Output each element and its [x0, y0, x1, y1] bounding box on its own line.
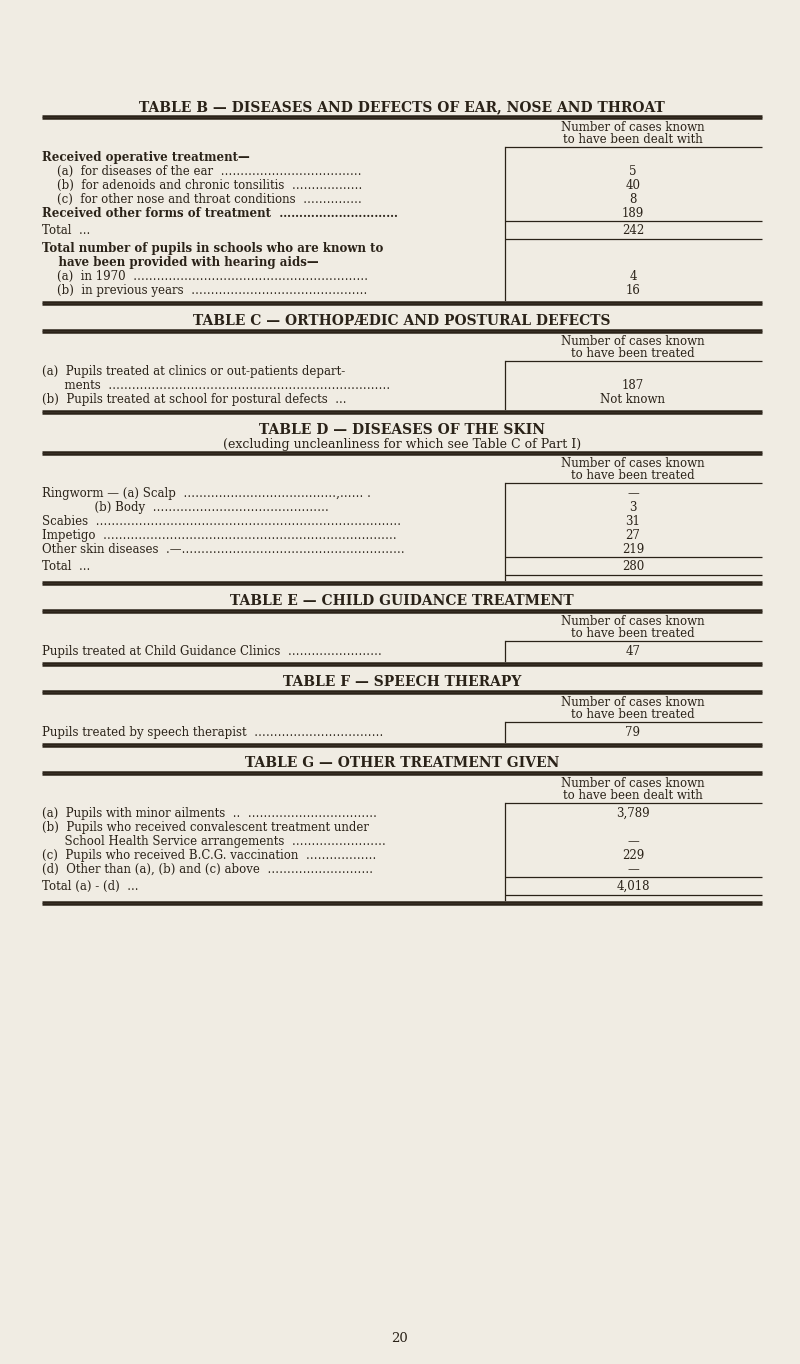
Text: Impetigo  …………………………………………………………………: Impetigo ………………………………………………………………… [42, 529, 397, 542]
Text: Received operative treatment—: Received operative treatment— [42, 151, 250, 164]
Text: TABLE E — CHILD GUIDANCE TREATMENT: TABLE E — CHILD GUIDANCE TREATMENT [230, 593, 574, 608]
Text: (b)  Pupils who received convalescent treatment under: (b) Pupils who received convalescent tre… [42, 821, 369, 833]
Text: 189: 189 [622, 207, 644, 220]
Text: 79: 79 [626, 726, 641, 739]
Text: School Health Service arrangements  ……………………: School Health Service arrangements ……………… [42, 835, 386, 848]
Text: Ringworm — (a) Scalp  …………………………………,…… .: Ringworm — (a) Scalp …………………………………,…… . [42, 487, 371, 501]
Text: to have been treated: to have been treated [571, 627, 695, 640]
Text: have been provided with hearing aids—: have been provided with hearing aids— [42, 256, 318, 269]
Text: 5: 5 [630, 165, 637, 177]
Text: 27: 27 [626, 529, 641, 542]
Text: (b) Body  ………………………………………: (b) Body ……………………………………… [42, 501, 329, 514]
Text: to have been dealt with: to have been dealt with [563, 134, 703, 146]
Text: (d)  Other than (a), (b) and (c) above  ………………………: (d) Other than (a), (b) and (c) above ……… [42, 863, 373, 876]
Text: Not known: Not known [601, 393, 666, 406]
Text: (c)  for other nose and throat conditions  ……………: (c) for other nose and throat conditions… [42, 192, 362, 206]
Text: 20: 20 [392, 1333, 408, 1345]
Text: (c)  Pupils who received B.C.G. vaccination  ………………: (c) Pupils who received B.C.G. vaccinati… [42, 848, 376, 862]
Text: (a)  in 1970  ……………………………………………………: (a) in 1970 …………………………………………………… [42, 270, 368, 282]
Text: Number of cases known: Number of cases known [561, 777, 705, 790]
Text: Total  ...: Total ... [42, 561, 90, 573]
Text: ments  ………………………………………………………………: ments ……………………………………………………………… [42, 379, 390, 391]
Text: 40: 40 [626, 179, 641, 192]
Text: 31: 31 [626, 516, 641, 528]
Text: Pupils treated by speech therapist  ……………………………: Pupils treated by speech therapist ……………… [42, 726, 383, 739]
Text: 280: 280 [622, 561, 644, 573]
Text: Scabies  ……………………………………………………………………: Scabies …………………………………………………………………… [42, 516, 401, 528]
Text: (a)  Pupils with minor ailments  ..  ……………………………: (a) Pupils with minor ailments .. ………………… [42, 807, 377, 820]
Text: —: — [627, 863, 639, 876]
Text: Other skin diseases  .—…………………………………………………: Other skin diseases .—………………………………………………… [42, 543, 405, 557]
Text: Number of cases known: Number of cases known [561, 696, 705, 709]
Text: TABLE B — DISEASES AND DEFECTS OF EAR, NOSE AND THROAT: TABLE B — DISEASES AND DEFECTS OF EAR, N… [139, 100, 665, 115]
Text: TABLE D — DISEASES OF THE SKIN: TABLE D — DISEASES OF THE SKIN [259, 423, 545, 436]
Text: Total (a) - (d)  ...: Total (a) - (d) ... [42, 880, 138, 893]
Text: 229: 229 [622, 848, 644, 862]
Text: 47: 47 [626, 645, 641, 657]
Text: to have been treated: to have been treated [571, 708, 695, 722]
Text: TABLE F — SPEECH THERAPY: TABLE F — SPEECH THERAPY [283, 675, 521, 689]
Text: (b)  Pupils treated at school for postural defects  ...: (b) Pupils treated at school for postura… [42, 393, 346, 406]
Text: TABLE C — ORTHOPÆDIC AND POSTURAL DEFECTS: TABLE C — ORTHOPÆDIC AND POSTURAL DEFECT… [194, 314, 610, 327]
Text: Number of cases known: Number of cases known [561, 336, 705, 348]
Text: Total  ...: Total ... [42, 224, 90, 237]
Text: Number of cases known: Number of cases known [561, 615, 705, 627]
Text: (a)  for diseases of the ear  ………………………………: (a) for diseases of the ear ……………………………… [42, 165, 362, 177]
Text: (excluding uncleanliness for which see Table C of Part I): (excluding uncleanliness for which see T… [223, 438, 581, 451]
Text: 4: 4 [630, 270, 637, 282]
Text: TABLE G — OTHER TREATMENT GIVEN: TABLE G — OTHER TREATMENT GIVEN [245, 756, 559, 771]
Text: 242: 242 [622, 224, 644, 237]
Text: 8: 8 [630, 192, 637, 206]
Text: to have been dealt with: to have been dealt with [563, 788, 703, 802]
Text: 4,018: 4,018 [616, 880, 650, 893]
Text: to have been treated: to have been treated [571, 346, 695, 360]
Text: Total number of pupils in schools who are known to: Total number of pupils in schools who ar… [42, 241, 383, 255]
Text: 3: 3 [630, 501, 637, 514]
Text: (b)  for adenoids and chronic tonsilitis  ………………: (b) for adenoids and chronic tonsilitis … [42, 179, 362, 192]
Text: 219: 219 [622, 543, 644, 557]
Text: Number of cases known: Number of cases known [561, 457, 705, 471]
Text: to have been treated: to have been treated [571, 469, 695, 481]
Text: —: — [627, 835, 639, 848]
Text: 16: 16 [626, 284, 641, 297]
Text: —: — [627, 487, 639, 501]
Text: (a)  Pupils treated at clinics or out-patients depart-: (a) Pupils treated at clinics or out-pat… [42, 366, 346, 378]
Text: (b)  in previous years  ………………………………………: (b) in previous years ……………………………………… [42, 284, 367, 297]
Text: Received other forms of treatment  …………………………: Received other forms of treatment ………………… [42, 207, 398, 220]
Text: Pupils treated at Child Guidance Clinics  ……………………: Pupils treated at Child Guidance Clinics… [42, 645, 382, 657]
Text: 187: 187 [622, 379, 644, 391]
Text: Number of cases known: Number of cases known [561, 121, 705, 134]
Text: 3,789: 3,789 [616, 807, 650, 820]
